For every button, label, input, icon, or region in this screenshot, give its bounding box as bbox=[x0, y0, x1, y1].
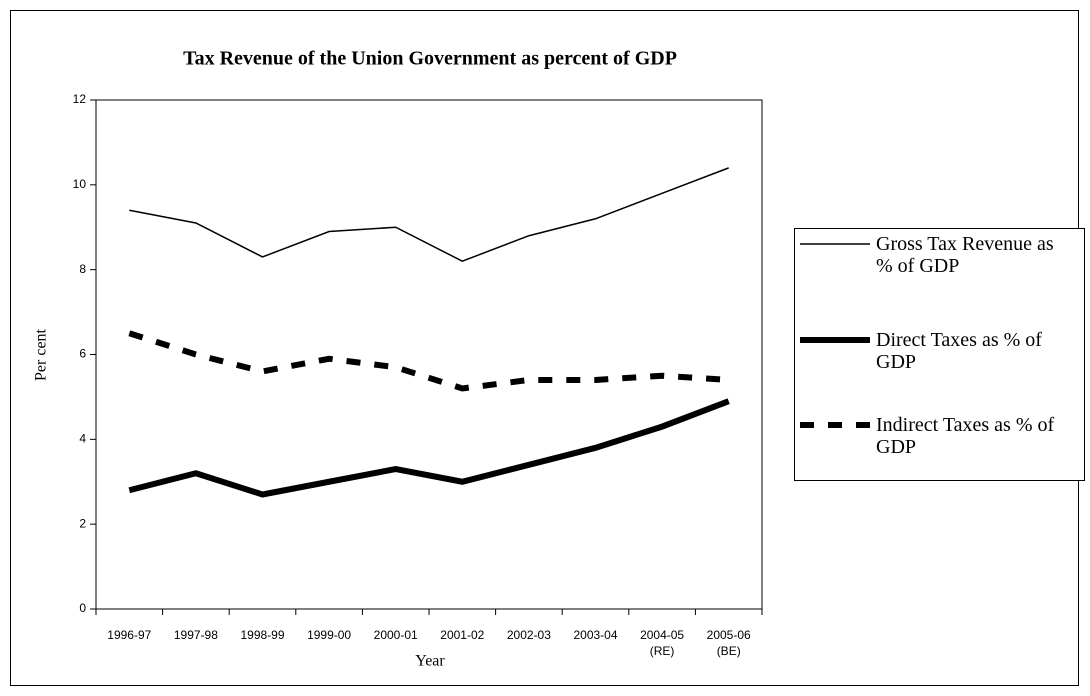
series-line bbox=[128, 330, 729, 392]
legend-label: Gross Tax Revenue as % of GDP bbox=[876, 233, 1054, 277]
y-tick-label: 6 bbox=[79, 347, 86, 361]
x-tick-label: 2000-01 bbox=[373, 628, 418, 642]
x-tick-label: 2002-03 bbox=[506, 628, 551, 642]
x-tick-label: 1998-99 bbox=[240, 628, 285, 642]
x-tick-label: 1999-00 bbox=[307, 628, 352, 642]
x-tick-label: 1996-97 bbox=[107, 628, 152, 642]
y-tick-label: 4 bbox=[79, 432, 86, 446]
y-tick-label: 12 bbox=[73, 92, 87, 106]
x-tick-label: 2001-02 bbox=[440, 628, 485, 642]
x-tick-label: 2005-06 (BE) bbox=[706, 628, 751, 658]
x-axis-label: Year bbox=[415, 653, 445, 670]
y-tick-label: 10 bbox=[73, 177, 87, 191]
legend-label: Indirect Taxes as % of GDP bbox=[876, 414, 1055, 458]
legend-label: Direct Taxes as % of GDP bbox=[876, 329, 1042, 373]
y-axis-label: Per cent bbox=[33, 328, 50, 381]
series-line bbox=[128, 398, 730, 498]
y-tick-label: 0 bbox=[79, 601, 86, 615]
y-tick-label: 2 bbox=[79, 516, 86, 530]
x-tick-label: 1997-98 bbox=[173, 628, 218, 642]
series-line bbox=[129, 167, 729, 263]
y-tick-label: 8 bbox=[79, 262, 86, 276]
legend-box bbox=[794, 228, 1085, 481]
chart-title: Tax Revenue of the Union Government as p… bbox=[183, 48, 677, 70]
x-tick-label: 2004-05 (RE) bbox=[640, 628, 685, 658]
x-tick-label: 2003-04 bbox=[573, 628, 618, 642]
